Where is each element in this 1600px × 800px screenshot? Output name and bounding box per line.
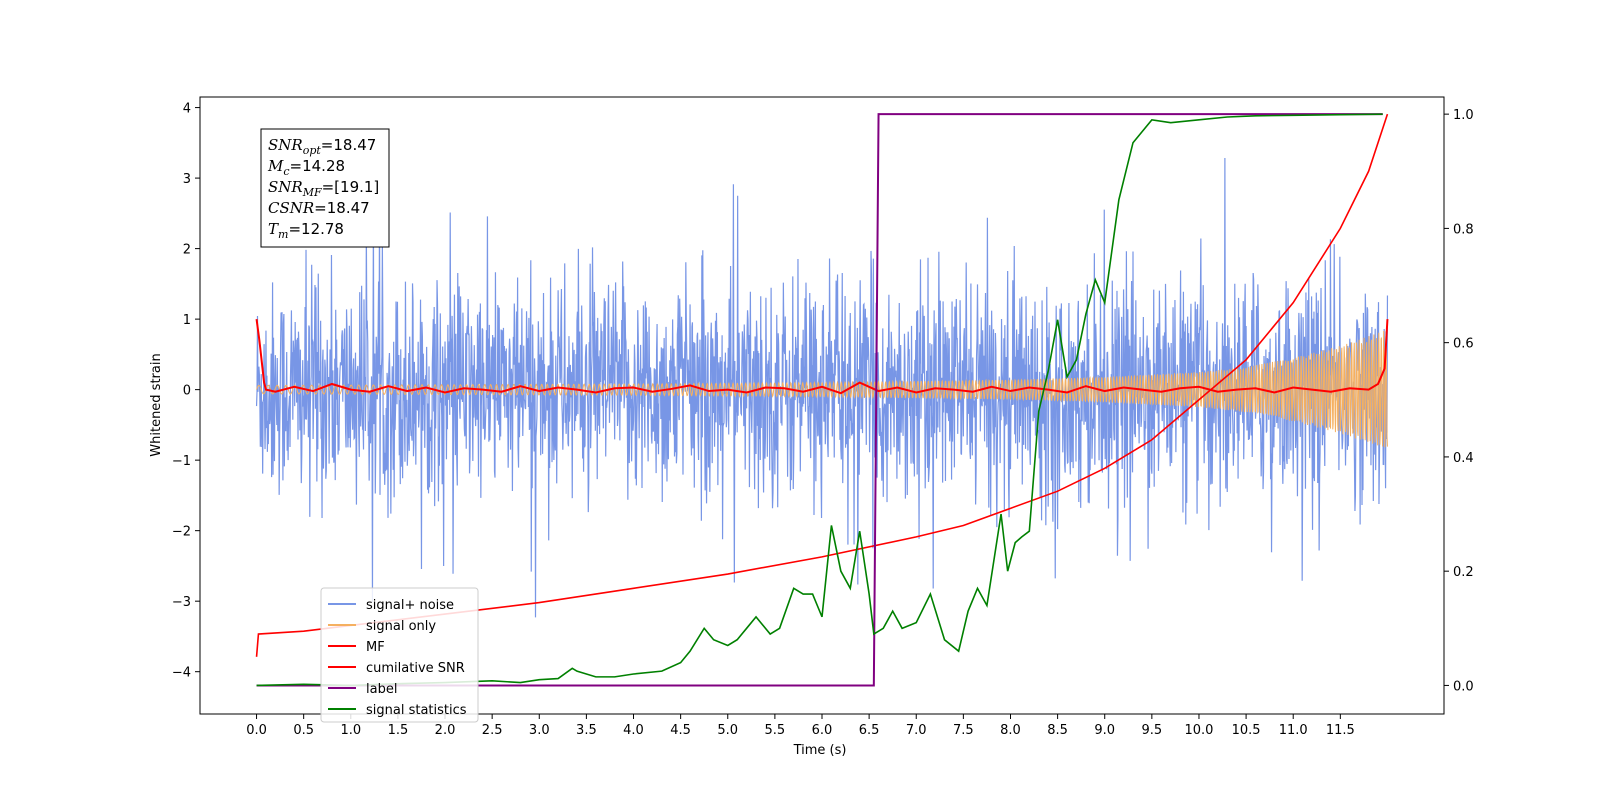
annotation-value: =18.47 [321, 136, 377, 154]
series-mf [255, 318, 1389, 395]
x-axis-label: Time (s) [793, 743, 847, 758]
x-tick-label: 9.5 [1142, 723, 1163, 738]
legend-entry: cumilative SNR [366, 661, 465, 676]
annotation-box: SNRopt=18.47Mc=14.28SNRMF=[19.1]CSNR=18.… [260, 128, 390, 248]
y2-tick-label: 0.6 [1453, 337, 1474, 352]
y-tick-label: −3 [172, 595, 191, 610]
annotation-subscript: m [278, 228, 288, 241]
annotation-symbol: T [268, 220, 279, 238]
annotation-line: Mc=14.28 [267, 157, 345, 178]
series-signal-statistics [256, 113, 1383, 687]
y2-tick-label: 0.8 [1453, 222, 1474, 237]
y2-tick-label: 0.2 [1453, 565, 1474, 580]
y-tick-label: −4 [172, 666, 191, 681]
x-tick-label: 5.5 [765, 723, 786, 738]
annotation-value: =[19.1] [322, 178, 380, 196]
annotation-subscript: MF [302, 186, 322, 199]
annotation-line: SNRopt=18.47 [268, 136, 376, 157]
x-tick-label: 6.0 [812, 723, 833, 738]
x-tick-label: 7.0 [906, 723, 927, 738]
y-tick-label: 4 [183, 102, 191, 117]
legend: signal+ noise signal only MF cumilative SNR… [320, 587, 479, 723]
x-tick-label: 5.0 [717, 723, 738, 738]
legend-entry: signal+ noise [366, 598, 454, 613]
annotation-subscript: opt [303, 144, 322, 157]
x-tick-label: 11.0 [1279, 723, 1308, 738]
x-tick-label: 0.0 [246, 723, 267, 738]
annotation-frame [260, 128, 390, 248]
annotation-symbol: M [267, 157, 284, 175]
annotation-symbol: CSNR [268, 199, 314, 217]
x-tick-label: 2.0 [435, 723, 456, 738]
x-tick-label: 0.5 [293, 723, 314, 738]
y-tick-label: −2 [172, 525, 191, 540]
x-tick-label: 10.0 [1184, 723, 1213, 738]
x-tick-label: 4.5 [670, 723, 691, 738]
x-tick-label: 6.5 [859, 723, 880, 738]
axes-layer: 0.0 0.5 1.0 1.5 2.0 2.5 3.0 3.5 4.0 4.5 5.0 5.5 6.0 6… [172, 102, 1474, 738]
annotation-value: =18.47 [314, 199, 370, 217]
legend-entry: label [366, 682, 397, 697]
x-tick-label: 8.5 [1047, 723, 1068, 738]
x-tick-label: 7.5 [953, 723, 974, 738]
x-tick-label: 10.5 [1232, 723, 1261, 738]
x-tick-label: 3.0 [529, 723, 550, 738]
x-tick-label: 3.5 [576, 723, 597, 738]
legend-entry: signal only [366, 619, 436, 634]
x-tick-label: 9.0 [1094, 723, 1115, 738]
annotation-line: SNRMF=[19.1] [268, 178, 379, 199]
series-signal-noise [255, 157, 1389, 618]
annotation-value: =12.78 [288, 220, 344, 238]
x-tick-label: 1.5 [388, 723, 409, 738]
y-tick-label: 3 [183, 172, 191, 187]
x-tick-label: 11.5 [1326, 723, 1355, 738]
y2-tick-label: 0.4 [1453, 451, 1474, 466]
legend-frame [320, 587, 479, 723]
y2-tick-label: 0.0 [1453, 679, 1474, 694]
x-tick-label: 4.0 [623, 723, 644, 738]
y2-tick-label: 1.0 [1453, 108, 1474, 123]
annotation-symbol: SNR [268, 178, 303, 196]
y-tick-label: 1 [183, 313, 191, 328]
x-tick-label: 8.0 [1000, 723, 1021, 738]
y-tick-label: 0 [183, 384, 191, 399]
annotation-value: =14.28 [290, 157, 346, 175]
x-tick-label: 2.5 [482, 723, 503, 738]
x-tick-label: 1.0 [340, 723, 361, 738]
y-tick-label: −1 [172, 454, 191, 469]
annotation-subscript: c [283, 165, 289, 178]
annotation-symbol: SNR [268, 136, 303, 154]
y-tick-label: 2 [183, 243, 191, 258]
series-signal-only [256, 330, 1388, 448]
series-label [256, 113, 1383, 687]
annotation-line: CSNR=18.47 [268, 199, 370, 217]
legend-entry: MF [366, 640, 385, 655]
y-axis-label: Whitened strain [149, 353, 164, 456]
legend-entry: signal statistics [366, 703, 467, 718]
annotation-line: Tm=12.78 [268, 220, 344, 241]
